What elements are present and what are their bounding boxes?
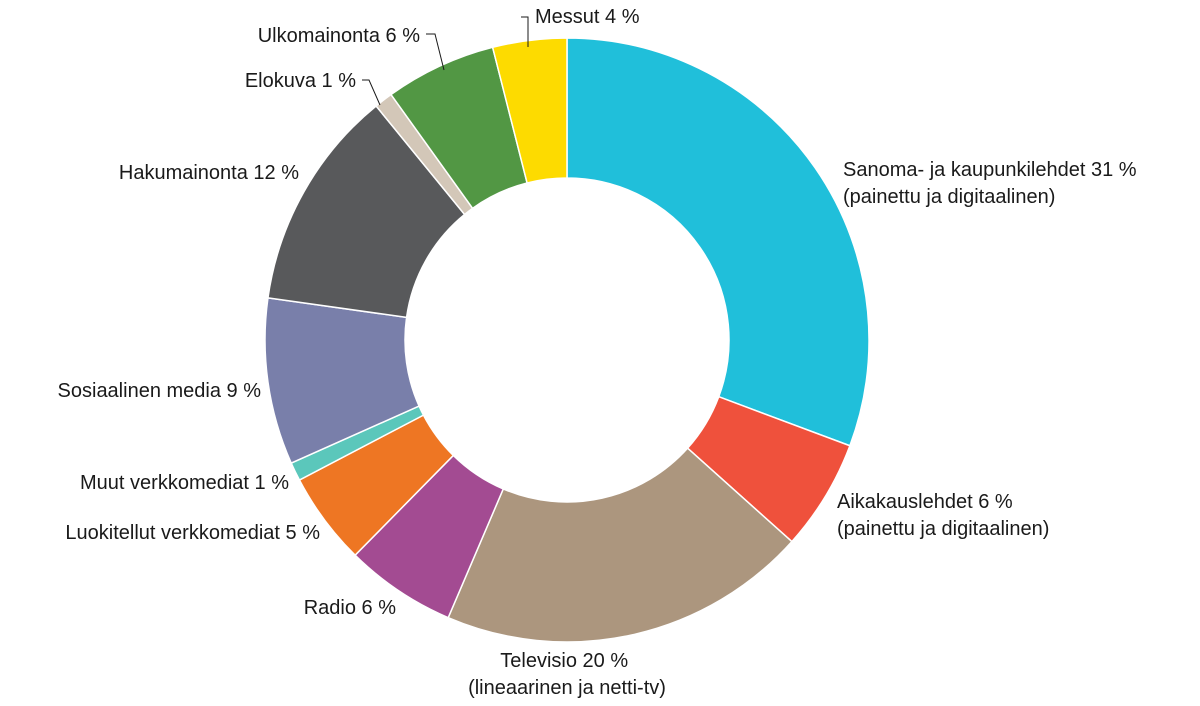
- leader-line-ulkomainonta: [426, 33, 445, 71]
- label-luokitellut: Luokitellut verkkomediat 5 %: [65, 522, 320, 544]
- slice-messut: [491, 37, 568, 184]
- slice-televisio: [447, 447, 793, 643]
- slices-group: [264, 37, 870, 643]
- leader-line-elokuva: [362, 79, 381, 106]
- label-ulkomainonta: Ulkomainonta 6 %: [258, 25, 421, 47]
- label-radio: Radio 6 %: [304, 597, 396, 619]
- label-hakumainonta: Hakumainonta 12 %: [119, 162, 299, 184]
- label-elokuva: Elokuva 1 %: [245, 70, 356, 92]
- label-sanoma: Sanoma- ja kaupunkilehdet 31 % (painettu…: [843, 159, 1142, 208]
- label-muut-verkkomediat: Muut verkkomediat 1 %: [80, 472, 289, 494]
- slice-sanoma-ja-kaupunkilehdet: [566, 37, 870, 447]
- label-sosiaalinen-media: Sosiaalinen media 9 %: [58, 380, 262, 402]
- leader-line-messut: [521, 16, 529, 47]
- labels-group: Sanoma- ja kaupunkilehdet 31 % (painettu…: [58, 6, 1142, 699]
- label-messut: Messut 4 %: [535, 6, 640, 28]
- label-televisio: Televisio 20 % (lineaarinen ja netti-tv): [468, 650, 666, 699]
- label-aikakauslehdet: Aikakauslehdet 6 % (painettu ja digitaal…: [837, 491, 1049, 540]
